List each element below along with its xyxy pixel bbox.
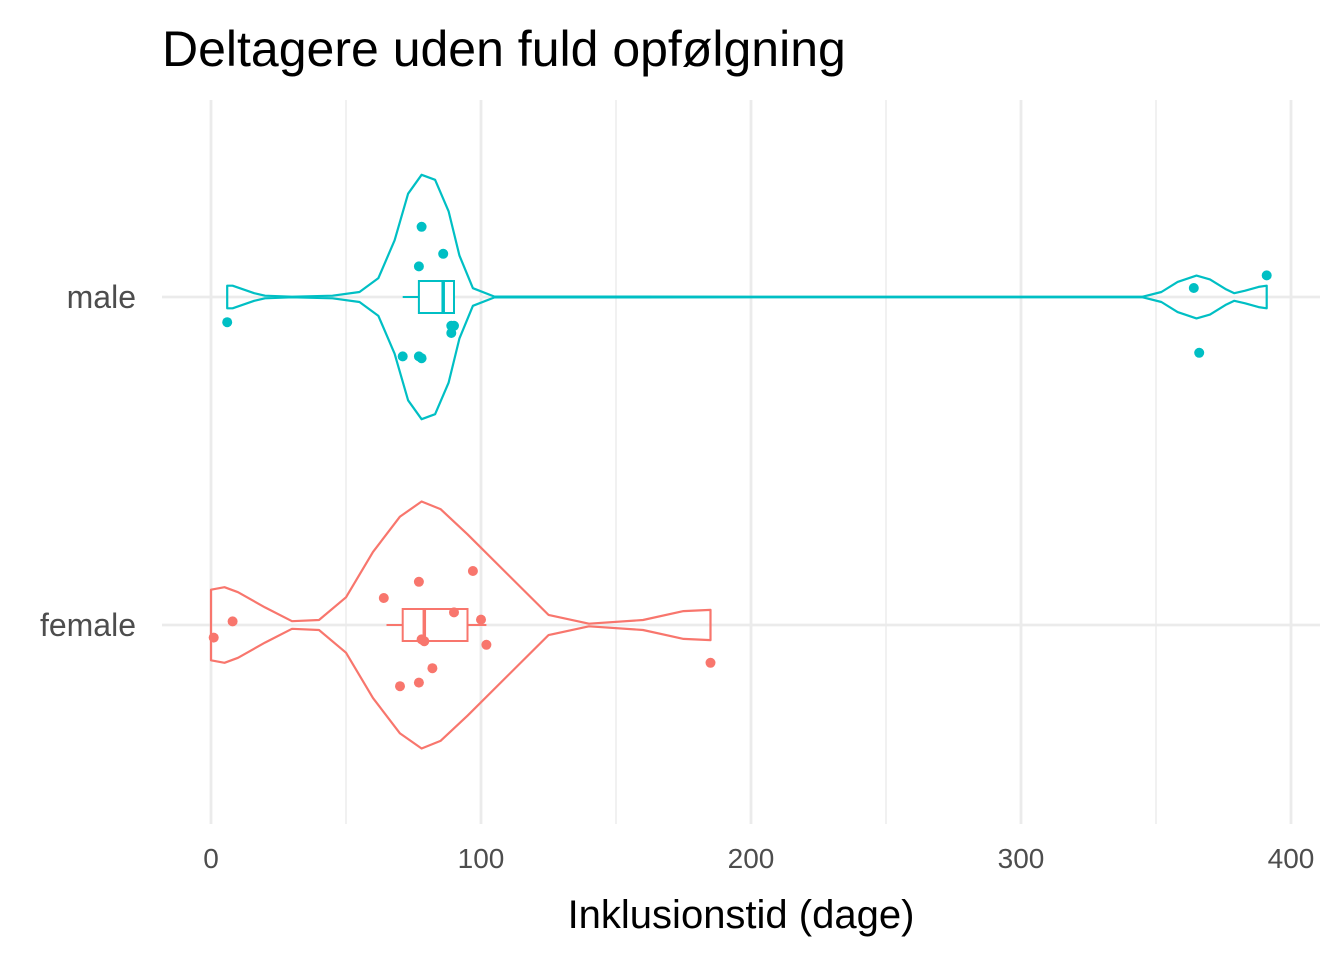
minor-gridlines xyxy=(345,100,1157,824)
point-male-3 xyxy=(222,317,233,328)
y-label-male: male xyxy=(67,279,136,315)
x-axis-title: Inklusionstid (dage) xyxy=(568,893,915,937)
x-tick-label-0: 0 xyxy=(203,843,219,874)
point-male-11 xyxy=(1188,283,1199,293)
y-axis-labels: female male xyxy=(40,279,136,643)
major-gridlines xyxy=(162,100,1320,824)
point-male-12 xyxy=(1194,347,1205,358)
violin-female xyxy=(209,500,712,750)
y-label-female: female xyxy=(40,607,136,643)
point-male-5 xyxy=(446,320,457,331)
point-male-0 xyxy=(416,221,427,232)
x-tick-label-200: 200 xyxy=(728,843,775,874)
point-male-7 xyxy=(397,351,408,362)
point-female-12 xyxy=(395,681,405,692)
violin-male xyxy=(226,173,1268,421)
point-female-0 xyxy=(208,632,219,643)
point-male-9 xyxy=(416,353,427,364)
point-female-8 xyxy=(416,634,427,645)
point-male-10 xyxy=(1261,270,1272,281)
point-female-13 xyxy=(705,657,716,668)
point-male-1 xyxy=(438,248,449,259)
series-layer xyxy=(208,173,1272,750)
point-female-3 xyxy=(413,576,424,587)
series-male xyxy=(222,173,1272,421)
point-male-6 xyxy=(446,328,457,338)
point-male-2 xyxy=(413,261,424,272)
point-female-9 xyxy=(481,639,492,650)
x-tick-label-300: 300 xyxy=(998,843,1045,874)
point-female-10 xyxy=(427,663,438,674)
x-tick-label-400: 400 xyxy=(1268,843,1315,874)
series-female xyxy=(208,500,716,750)
chart-title: Deltagere uden fuld opfølgning xyxy=(162,21,846,77)
x-axis-tick-labels: 0 100 200 300 400 xyxy=(203,843,1314,874)
x-tick-label-100: 100 xyxy=(458,843,505,874)
point-female-4 xyxy=(378,593,389,603)
point-female-11 xyxy=(413,677,424,688)
box-male xyxy=(417,280,455,314)
point-female-6 xyxy=(476,614,486,625)
point-female-2 xyxy=(467,566,478,576)
point-female-5 xyxy=(449,607,459,618)
point-female-1 xyxy=(227,616,238,627)
